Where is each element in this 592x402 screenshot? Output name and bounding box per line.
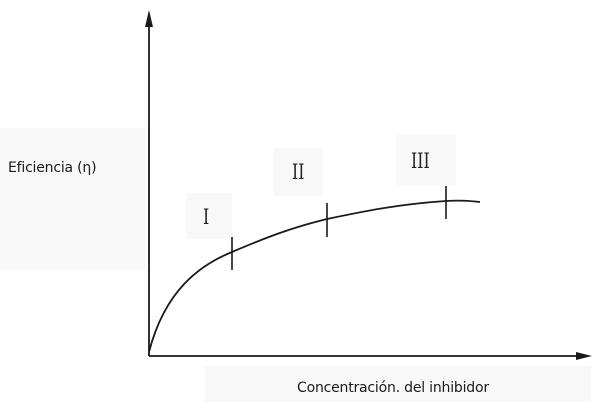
region-1-label-background bbox=[186, 193, 232, 239]
region-label-1: I bbox=[203, 205, 210, 229]
region-label-2: II bbox=[292, 160, 305, 184]
y-axis-label: Eficiencia (η) bbox=[8, 160, 97, 176]
x-axis-label-background bbox=[205, 366, 591, 402]
efficiency-curve bbox=[148, 199, 481, 353]
y-axis-label-background bbox=[0, 128, 146, 270]
y-axis-arrowhead bbox=[145, 10, 153, 27]
region-2-label-background bbox=[273, 148, 323, 196]
region-label-3: III bbox=[411, 149, 430, 173]
x-axis-label: Concentración. del inhibidor bbox=[297, 380, 489, 396]
x-axis-arrowhead bbox=[576, 352, 592, 360]
region-3-label-background bbox=[396, 135, 456, 185]
